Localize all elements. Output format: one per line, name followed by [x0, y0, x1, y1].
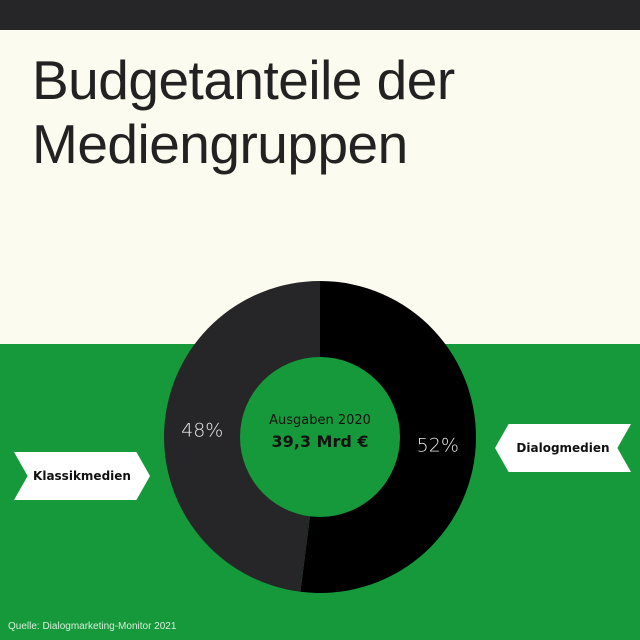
- title-line-2: Mediengruppen: [32, 113, 408, 175]
- label-tag-dialogmedien: Dialogmedien: [495, 424, 631, 472]
- legend-label-klassikmedien: Klassikmedien: [33, 469, 131, 483]
- label-tag-klassikmedien: Klassikmedien: [14, 452, 150, 500]
- center-value: 39,3 Mrd €: [271, 432, 368, 451]
- source-note: Quelle: Dialogmarketing-Monitor 2021: [8, 621, 177, 632]
- legend-label-dialogmedien: Dialogmedien: [516, 441, 610, 455]
- top-bar: [0, 0, 640, 30]
- data-label-dialogmedien: 52%: [417, 434, 459, 456]
- center-label: Ausgaben 2020: [269, 413, 371, 428]
- donut-center: [240, 357, 400, 517]
- data-label-klassikmedien: 48%: [181, 420, 223, 442]
- page-title: Budgetanteile der Mediengruppen: [32, 48, 455, 176]
- title-line-1: Budgetanteile der: [32, 49, 455, 111]
